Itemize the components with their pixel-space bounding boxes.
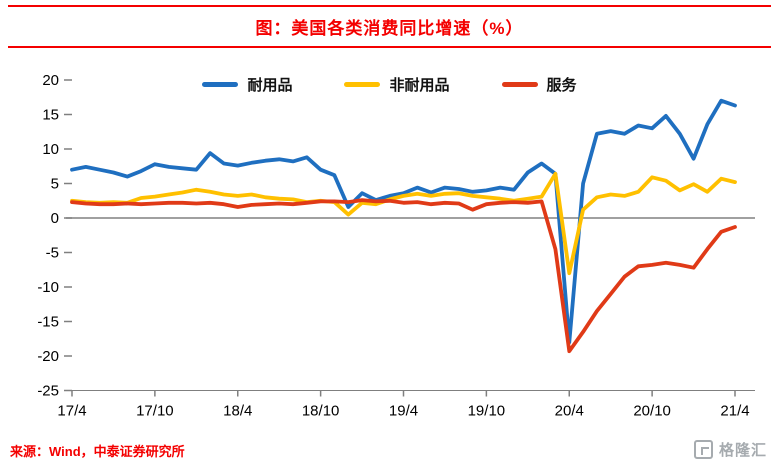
gelonghui-logo-glyph [700, 447, 709, 455]
series-line-服务 [70, 198, 737, 354]
y-tick-label: 10 [42, 141, 59, 158]
x-tick-label: 19/10 [468, 403, 506, 420]
line-chart: 20 15 10 5 0 -5 -10 -15 -20 -25 17/4 17/10 18/4 18/10… [37, 72, 755, 420]
y-tick-label: 5 [51, 176, 59, 193]
chart-legend: 耐用品 非耐用品 服务 [0, 74, 779, 95]
y-tick-label: -15 [37, 314, 59, 331]
y-tick-label: 0 [51, 210, 59, 227]
y-tick-label: 15 [42, 107, 59, 124]
y-tick-label: -20 [37, 348, 59, 365]
source-note: 来源：Wind，中泰证券研究所 [10, 444, 185, 459]
y-tick-label: -10 [37, 279, 59, 296]
chart-area: 20 15 10 5 0 -5 -10 -15 -20 -25 17/4 17/10 18/4 18/10… [0, 50, 779, 422]
x-tick-label: 19/4 [389, 403, 418, 420]
x-tick-label: 20/4 [555, 403, 584, 420]
x-tick-label: 18/10 [302, 403, 340, 420]
series-line-非耐用品 [70, 171, 737, 276]
legend-swatch [202, 82, 239, 87]
legend-swatch [501, 82, 538, 87]
footer: 来源：Wind，中泰证券研究所 格隆汇 [10, 439, 767, 460]
title-bottom-rule [8, 46, 771, 48]
series-line-耐用品 [70, 98, 737, 345]
legend-label: 耐用品 [247, 77, 293, 94]
title-top-rule [8, 5, 771, 7]
x-tick-label: 21/4 [720, 403, 749, 420]
x-tick-label: 17/10 [136, 403, 174, 420]
y-tick-label: -5 [46, 245, 59, 262]
legend-label: 非耐用品 [389, 77, 450, 94]
legend-item: 服务 [501, 74, 577, 95]
x-tick-label: 17/4 [57, 403, 86, 420]
x-tick-label: 20/10 [633, 403, 671, 420]
legend-item: 非耐用品 [344, 74, 450, 95]
legend-item: 耐用品 [202, 74, 292, 95]
x-tick-label: 18/4 [223, 403, 252, 420]
legend-swatch [344, 82, 381, 87]
gelonghui-brand-text: 格隆汇 [718, 442, 767, 459]
chart-title: 图：美国各类消费同比增速（%） [255, 19, 524, 38]
gelonghui-watermark: 格隆汇 [693, 439, 767, 460]
y-tick-label: 20 [42, 72, 59, 89]
y-tick-label: -25 [37, 383, 59, 400]
legend-label: 服务 [546, 77, 577, 94]
gelonghui-logo-icon [693, 440, 713, 459]
